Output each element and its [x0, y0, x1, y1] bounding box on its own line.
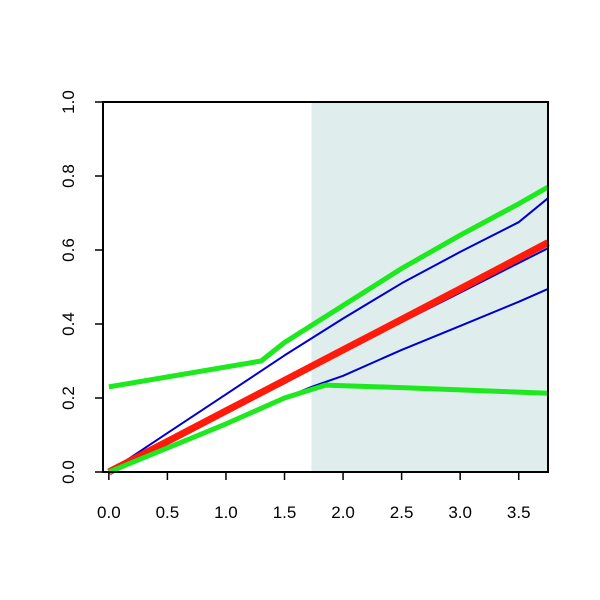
series-line-red-center: [107, 239, 550, 476]
y-tick-label: 1.0: [59, 90, 78, 114]
x-tick-label: 3.0: [448, 503, 472, 522]
axes-layer: 0.0 0.5 1.0 1.5 2.0 2.5 3.0 3.5 0.0 0.2 0.4 0.6 0.8 1…: [59, 90, 531, 522]
y-tick-label: 0.8: [59, 164, 78, 188]
plot-box: [102, 101, 549, 473]
x-tick-label: 0.0: [97, 503, 121, 522]
x-tick-label: 1.5: [273, 503, 297, 522]
x-tick-label: 1.0: [214, 503, 238, 522]
x-tick-label: 2.5: [390, 503, 414, 522]
shaded-region: [311, 102, 548, 472]
series-line-green-lower: [107, 382, 549, 475]
x-tick-label: 2.0: [331, 503, 355, 522]
x-tick-label: 0.5: [156, 503, 180, 522]
y-tick-label: 0.6: [59, 238, 78, 262]
series-line-green-upper: [108, 184, 550, 390]
x-tick-label: 3.5: [507, 503, 531, 522]
y-tick-label: 0.4: [59, 312, 78, 336]
series-layer: [107, 184, 550, 476]
y-tick-label: 0.0: [59, 460, 78, 484]
series-line-blue-upper: [108, 197, 549, 473]
y-tick-label: 0.2: [59, 386, 78, 410]
